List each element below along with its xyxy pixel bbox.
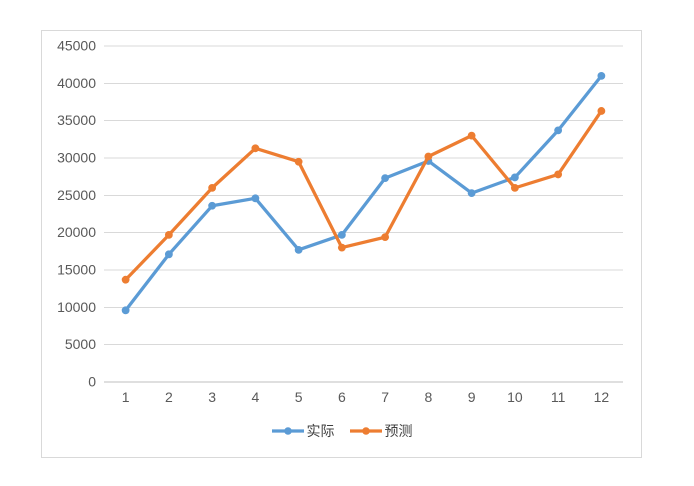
data-point-marker-forecast <box>251 144 260 153</box>
data-point-marker-actual <box>251 194 260 203</box>
x-axis-tick-label: 7 <box>381 389 389 405</box>
x-axis-tick-label: 3 <box>208 389 216 405</box>
legend-item-forecast[interactable]: 预测 <box>349 424 413 438</box>
series-line-forecast <box>124 109 603 282</box>
legend-label: 实际 <box>306 423 335 439</box>
data-point-marker-actual <box>381 174 390 183</box>
chart-legend: 实际 预测 <box>42 424 641 438</box>
x-axis-tick-label: 8 <box>424 389 432 405</box>
series-line-actual <box>124 74 603 312</box>
legend-item-actual[interactable]: 实际 <box>271 424 335 438</box>
legend-label: 预测 <box>384 423 413 439</box>
data-point-marker-actual <box>337 231 346 239</box>
data-point-marker-actual <box>554 126 563 135</box>
data-point-marker-actual <box>597 71 606 80</box>
y-axis-tick-label: 15000 <box>57 262 96 278</box>
y-axis-tick-label: 10000 <box>57 299 96 315</box>
x-axis-tick-label: 9 <box>468 389 476 405</box>
y-axis-tick-label: 25000 <box>57 187 96 203</box>
data-point-marker-actual <box>294 245 303 254</box>
data-point-marker-forecast <box>424 152 433 161</box>
x-axis-tick-label: 1 <box>122 389 130 405</box>
data-point-marker-forecast <box>381 233 390 242</box>
y-axis-tick-label: 20000 <box>57 224 96 240</box>
data-point-marker-forecast <box>467 131 476 140</box>
y-axis-tick-label: 0 <box>88 374 96 390</box>
data-point-marker-actual <box>121 306 130 315</box>
chart-container: 0 5000 10000 15000 20000 25000 30000 35000 40000… <box>41 30 642 458</box>
legend-line-marker-icon <box>271 427 304 435</box>
x-axis-tick-label: 5 <box>295 389 303 405</box>
data-point-marker-forecast <box>554 170 563 179</box>
legend-line-marker-icon <box>349 427 382 435</box>
y-axis-tick-label: 40000 <box>57 75 96 91</box>
data-point-marker-forecast <box>208 183 217 192</box>
data-point-marker-actual <box>164 250 173 259</box>
data-point-marker-actual <box>510 173 519 182</box>
x-axis-tick-label: 2 <box>165 389 173 405</box>
data-point-marker-forecast <box>121 275 130 284</box>
x-axis-tick-label: 11 <box>551 389 566 405</box>
y-axis-tick-label: 35000 <box>57 112 96 128</box>
y-axis-tick-label: 5000 <box>65 336 96 352</box>
x-axis-tick-label: 12 <box>594 389 610 405</box>
data-point-marker-forecast <box>510 183 519 192</box>
x-axis-tick-label: 6 <box>338 389 346 405</box>
data-point-marker-actual <box>467 189 476 197</box>
line-chart-canvas: 0 5000 10000 15000 20000 25000 30000 35000 40000… <box>57 38 623 405</box>
data-point-marker-forecast <box>294 157 303 166</box>
y-axis-tick-label: 30000 <box>57 150 96 166</box>
x-axis-tick-label: 4 <box>251 389 259 405</box>
x-axis-tick-label: 10 <box>507 389 523 405</box>
y-axis-tick-label: 45000 <box>57 38 96 54</box>
data-point-marker-forecast <box>164 231 173 239</box>
data-point-marker-forecast <box>597 107 606 115</box>
data-point-marker-forecast <box>337 243 346 252</box>
data-point-marker-actual <box>208 201 217 210</box>
